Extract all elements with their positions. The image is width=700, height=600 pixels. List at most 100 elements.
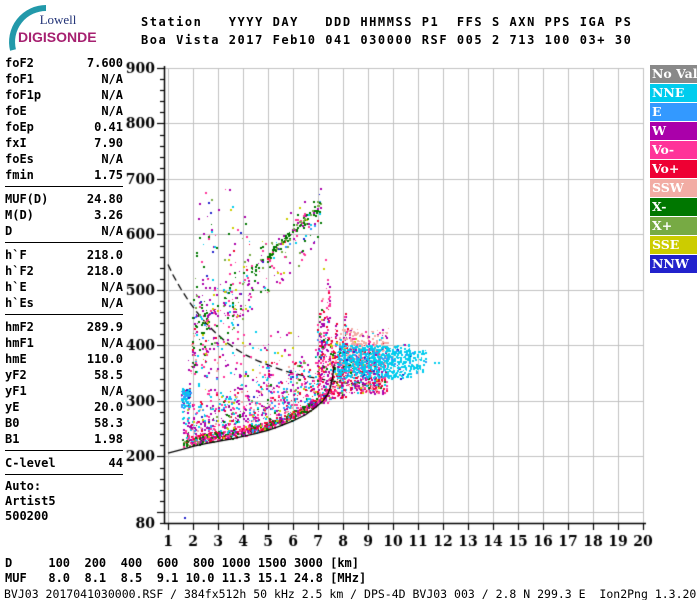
param-label: h`E	[5, 280, 27, 294]
param-row-hf: h`F 218.0	[5, 247, 123, 263]
legend-item-vo+: Vo+	[650, 160, 697, 178]
param-label: yF2	[5, 368, 27, 382]
param-row-yf1: yF1 N/A	[5, 383, 123, 399]
param-label: fxI	[5, 136, 27, 150]
param-value: N/A	[101, 384, 123, 398]
param-value: 7.90	[94, 136, 123, 150]
param-value: 58.3	[94, 416, 123, 430]
param-value: N/A	[101, 336, 123, 350]
param-value: 44	[108, 456, 123, 470]
d-distance-line: D 100 200 400 600 800 1000 1500 3000 [km…	[5, 556, 360, 570]
legend-item-nnw: NNW	[650, 255, 697, 273]
param-value: N/A	[101, 296, 123, 310]
param-label: C-level	[5, 456, 56, 470]
auto-label: Auto:	[5, 479, 42, 493]
status-line: BVJ03_2017041030000.RSF / 384fx512h 50 k…	[4, 587, 697, 600]
param-row-md: M(D) 3.26	[5, 207, 123, 223]
panel-divider	[5, 314, 123, 315]
legend-item-vo-: Vo-	[650, 141, 697, 159]
param-label: M(D)	[5, 208, 34, 222]
param-row-hf2: h`F2 218.0	[5, 263, 123, 279]
param-row-b0: B0 58.3	[5, 415, 123, 431]
param-row-fof1: foF1 N/A	[5, 71, 123, 87]
param-value: N/A	[101, 88, 123, 102]
param-value: N/A	[101, 72, 123, 86]
param-row-hmf2: hmF2 289.9	[5, 319, 123, 335]
param-row-fxi: fxI 7.90	[5, 135, 123, 151]
param-row-foes: foEs N/A	[5, 151, 123, 167]
dmuf-table: D 100 200 400 600 800 1000 1500 3000 [km…	[5, 556, 366, 586]
velocity-direction-legend: No Val NNE E W Vo- Vo+ SSW X- X+ SSE NNW	[650, 65, 697, 274]
param-row-he: h`E N/A	[5, 279, 123, 295]
param-value: 218.0	[86, 248, 123, 262]
param-label: hmF2	[5, 320, 34, 334]
param-row-mufd: MUF(D) 24.80	[5, 191, 123, 207]
legend-item-sse: SSE	[650, 236, 697, 254]
panel-divider	[5, 242, 123, 243]
legend-item-nne: NNE	[650, 84, 697, 102]
muf-line: MUF 8.0 8.1 8.5 9.1 10.0 11.3 15.1 24.8 …	[5, 571, 367, 585]
param-row-hmf1: hmF1 N/A	[5, 335, 123, 351]
panel-divider	[5, 186, 123, 187]
param-label: hmE	[5, 352, 27, 366]
param-label: yF1	[5, 384, 27, 398]
header-row1: Station YYYY DAY DDD HHMMSS P1 FFS S AXN…	[141, 15, 633, 29]
param-label: h`F2	[5, 264, 34, 278]
param-label: foF2	[5, 56, 34, 70]
param-row-d: D N/A	[5, 223, 123, 239]
param-label: yE	[5, 400, 20, 414]
legend-item-noval: No Val	[650, 65, 697, 83]
param-value: 3.26	[94, 208, 123, 222]
param-value: 1.98	[94, 432, 123, 446]
param-value: 7.600	[86, 56, 123, 70]
auto-lines: Artist5 500200	[5, 494, 123, 524]
param-row-clevel: C-level 44	[5, 455, 123, 471]
param-value: N/A	[101, 280, 123, 294]
legend-item-e: E	[650, 103, 697, 121]
param-row-hes: h`Es N/A	[5, 295, 123, 311]
legend-item-w: W	[650, 122, 697, 140]
param-value: 110.0	[86, 352, 123, 366]
param-label: h`Es	[5, 296, 34, 310]
legend-item-x-: X-	[650, 198, 697, 216]
param-row-fmin: fmin 1.75	[5, 167, 123, 183]
param-row-hme: hmE 110.0	[5, 351, 123, 367]
param-row-ye: yE 20.0	[5, 399, 123, 415]
param-value: 0.41	[94, 120, 123, 134]
param-label: B1	[5, 432, 20, 446]
param-value: N/A	[101, 152, 123, 166]
param-label: foE	[5, 104, 27, 118]
param-row-b1: B1 1.98	[5, 431, 123, 447]
legend-item-ssw: SSW	[650, 179, 697, 197]
header-row2: Boa Vista 2017 Feb10 041 030000 RSF 005 …	[141, 33, 633, 47]
panel-divider	[5, 474, 123, 475]
parameter-panel: foF2 7.600 foF1 N/A foF1p N/A foE N/A foEp 0.41 fx…	[5, 55, 123, 524]
station-header: Station YYYY DAY DDD HHMMSS P1 FFS S AXN…	[141, 13, 632, 49]
param-label: h`F	[5, 248, 27, 262]
param-value: 24.80	[86, 192, 123, 206]
parameter-groups: foF2 7.600 foF1 N/A foF1p N/A foE N/A foEp 0.41 fx…	[5, 55, 123, 471]
lowell-digisonde-logo: Lowell DIGISONDE	[6, 4, 116, 54]
param-value: 20.0	[94, 400, 123, 414]
param-row-fof2: foF2 7.600	[5, 55, 123, 71]
param-row-fof1p: foF1p N/A	[5, 87, 123, 103]
param-label: hmF1	[5, 336, 34, 350]
auto-line: Artist5	[5, 494, 56, 508]
panel-divider	[5, 450, 123, 451]
param-value: 1.75	[94, 168, 123, 182]
param-row-foep: foEp 0.41	[5, 119, 123, 135]
param-label: foF1	[5, 72, 34, 86]
param-label: foF1p	[5, 88, 42, 102]
logo-line2: DIGISONDE	[18, 29, 97, 45]
param-label: foEs	[5, 152, 34, 166]
param-row-yf2: yF2 58.5	[5, 367, 123, 383]
param-label: B0	[5, 416, 20, 430]
auto-line: 500200	[5, 509, 49, 523]
param-value: 289.9	[86, 320, 123, 334]
param-row-foe: foE N/A	[5, 103, 123, 119]
param-label: foEp	[5, 120, 34, 134]
param-label: fmin	[5, 168, 34, 182]
param-value: N/A	[101, 104, 123, 118]
